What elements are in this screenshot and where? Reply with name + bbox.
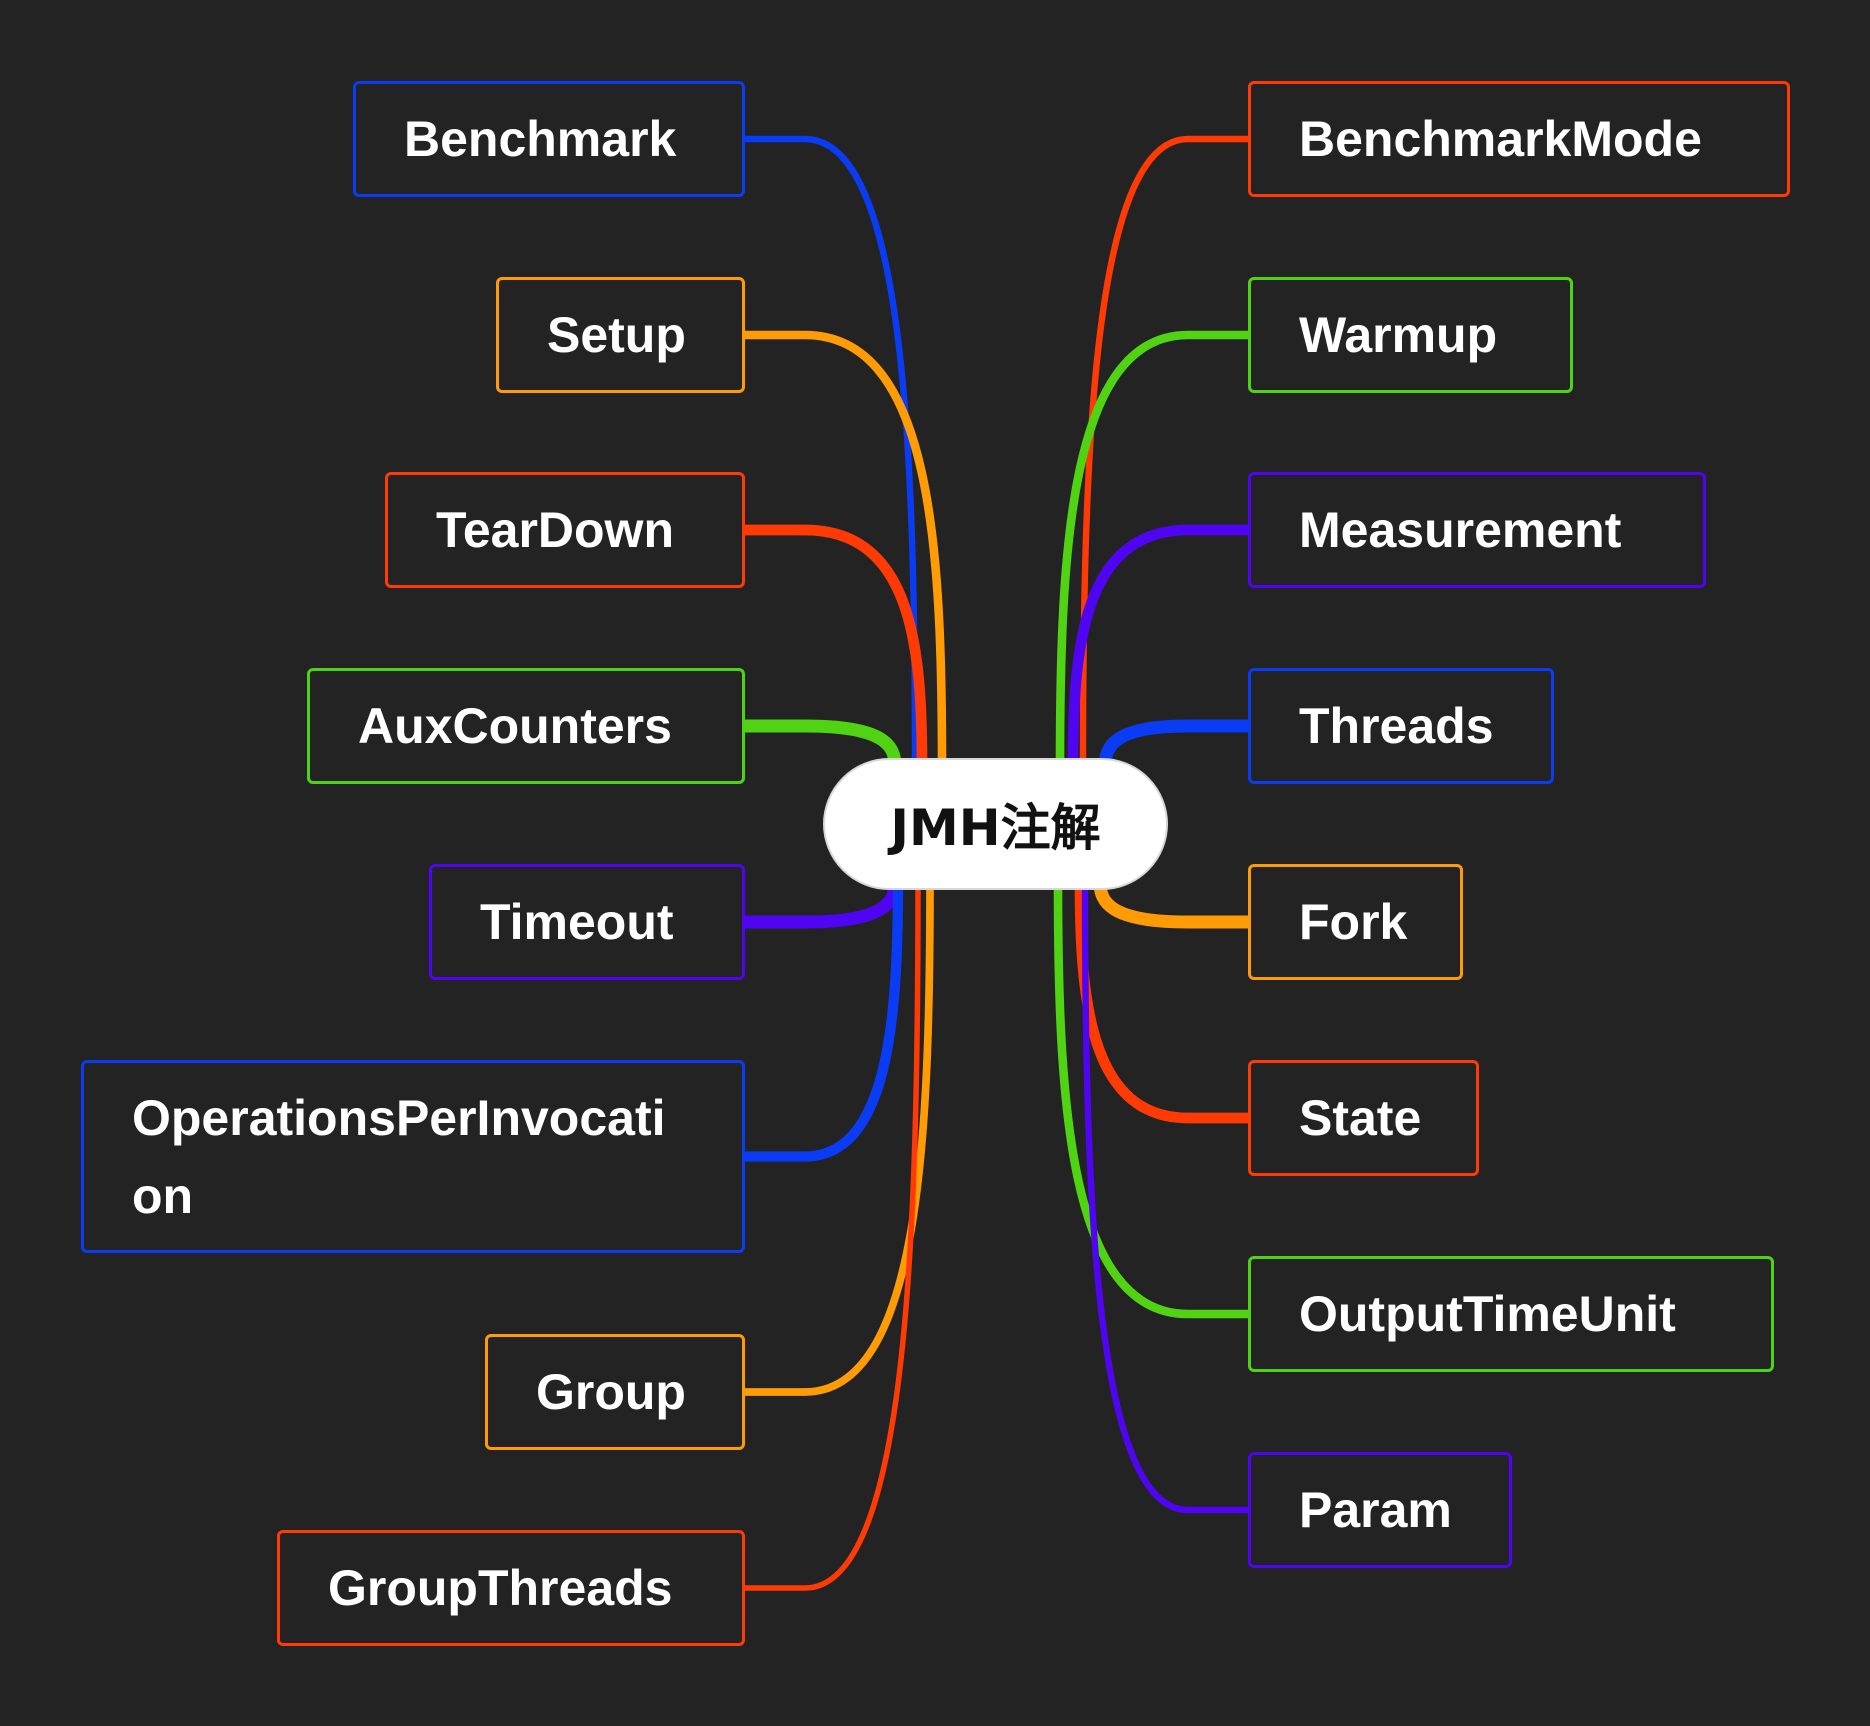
topic-timeout[interactable]: Timeout [429,864,745,980]
topic-state[interactable]: State [1248,1060,1479,1176]
topic-threads[interactable]: Threads [1248,668,1554,784]
topic-fork[interactable]: Fork [1248,864,1463,980]
topic-setup[interactable]: Setup [496,277,745,393]
topic-label: State [1299,1090,1422,1146]
topic-label: Benchmark [404,111,677,167]
topic-label: GroupThreads [328,1560,673,1616]
connector-benchmark-mode [1079,135,1252,770]
topic-group-threads[interactable]: GroupThreads [277,1530,745,1646]
connector-group [741,878,934,1396]
topic-label: Setup [547,307,686,363]
connector-benchmark [741,135,919,770]
topic-label: AuxCounters [358,698,672,754]
topic-label: TearDown [436,502,674,558]
connector-param [1081,878,1252,1514]
topic-label: Group [536,1364,686,1420]
root-topic[interactable]: JMH注解 [823,758,1168,890]
topic-param[interactable]: Param [1248,1452,1512,1568]
topic-benchmark-mode[interactable]: BenchmarkMode [1248,81,1790,197]
topic-measurement[interactable]: Measurement [1248,472,1706,588]
connector-operations-per-invocation [739,876,904,1162]
topic-label: Fork [1299,894,1408,950]
topic-label: OperationsPerInvocation [132,1089,666,1224]
topic-label: Param [1299,1482,1452,1538]
root-topic-label: JMH注解 [890,799,1101,857]
connector-state [1074,876,1254,1124]
topic-warmup[interactable]: Warmup [1248,277,1573,393]
topic-label: Warmup [1299,307,1498,363]
topic-aux-counters[interactable]: AuxCounters [307,668,745,784]
topic-tear-down[interactable]: TearDown [385,472,745,588]
connector-output-time-unit [1053,877,1253,1319]
connector-measurement [1067,524,1254,772]
connector-group-threads [742,879,921,1591]
connector-tear-down [739,524,928,772]
topic-operations-per-invocation[interactable]: OperationsPerInvocation [81,1060,745,1253]
connector-warmup [1055,330,1253,771]
topic-label: Timeout [480,894,674,950]
topic-label: Measurement [1299,502,1622,558]
topic-label: OutputTimeUnit [1299,1286,1676,1342]
topic-benchmark[interactable]: Benchmark [353,81,745,197]
connector-fork [1093,875,1255,929]
connector-threads [1098,719,1255,773]
topic-group[interactable]: Group [485,1334,745,1450]
connector-setup [740,330,947,771]
topic-label: Threads [1299,698,1494,754]
topic-label: BenchmarkMode [1299,111,1702,167]
topic-output-time-unit[interactable]: OutputTimeUnit [1248,1256,1774,1372]
